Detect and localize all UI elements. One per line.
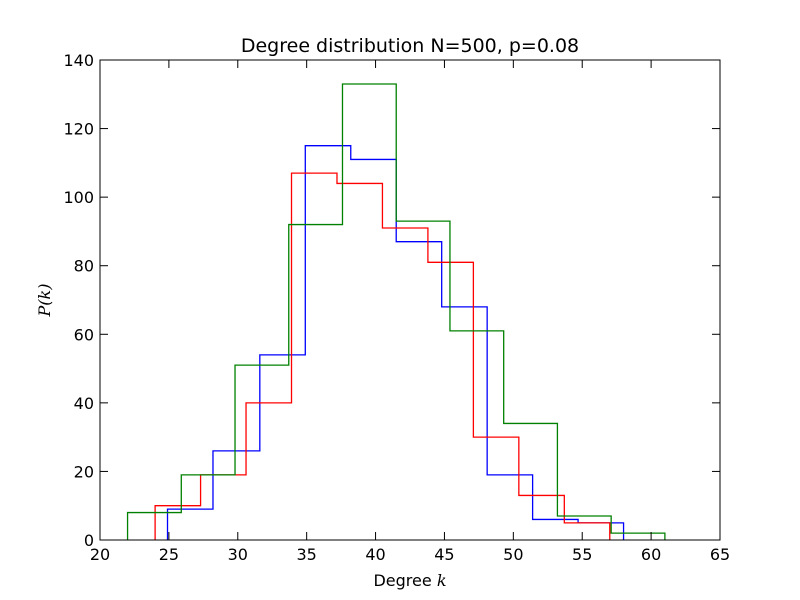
x-tick-label: 40 xyxy=(365,545,385,564)
x-tick-label: 50 xyxy=(503,545,523,564)
series-layer xyxy=(126,83,666,540)
y-tick-label: 140 xyxy=(63,51,94,70)
y-tick-label: 20 xyxy=(74,462,94,481)
x-tick-label: 20 xyxy=(90,545,110,564)
x-axis-label-math: k xyxy=(437,571,447,590)
x-tick-label: 45 xyxy=(434,545,454,564)
chart-title: Degree distribution N=500, p=0.08 xyxy=(241,35,579,57)
x-tick-label: 60 xyxy=(641,545,661,564)
x-tick-label: 65 xyxy=(710,545,730,564)
x-axis-label: Degree k xyxy=(373,571,446,590)
y-axis-label: P(k) xyxy=(35,284,54,318)
histogram-series-3 xyxy=(126,83,666,540)
y-tick-label: 80 xyxy=(74,257,94,276)
x-tick-label: 30 xyxy=(228,545,248,564)
plot-frame xyxy=(99,59,721,541)
x-tick-label: 35 xyxy=(296,545,316,564)
y-tick-label: 60 xyxy=(74,325,94,344)
x-axis-label-text: Degree xyxy=(373,571,436,590)
x-tick-label: 25 xyxy=(159,545,179,564)
y-tick-label: 40 xyxy=(74,394,94,413)
y-tick-label: 120 xyxy=(63,120,94,139)
y-tick-label: 100 xyxy=(63,188,94,207)
x-tick-label: 55 xyxy=(572,545,592,564)
y-tick-label: 0 xyxy=(84,531,94,550)
